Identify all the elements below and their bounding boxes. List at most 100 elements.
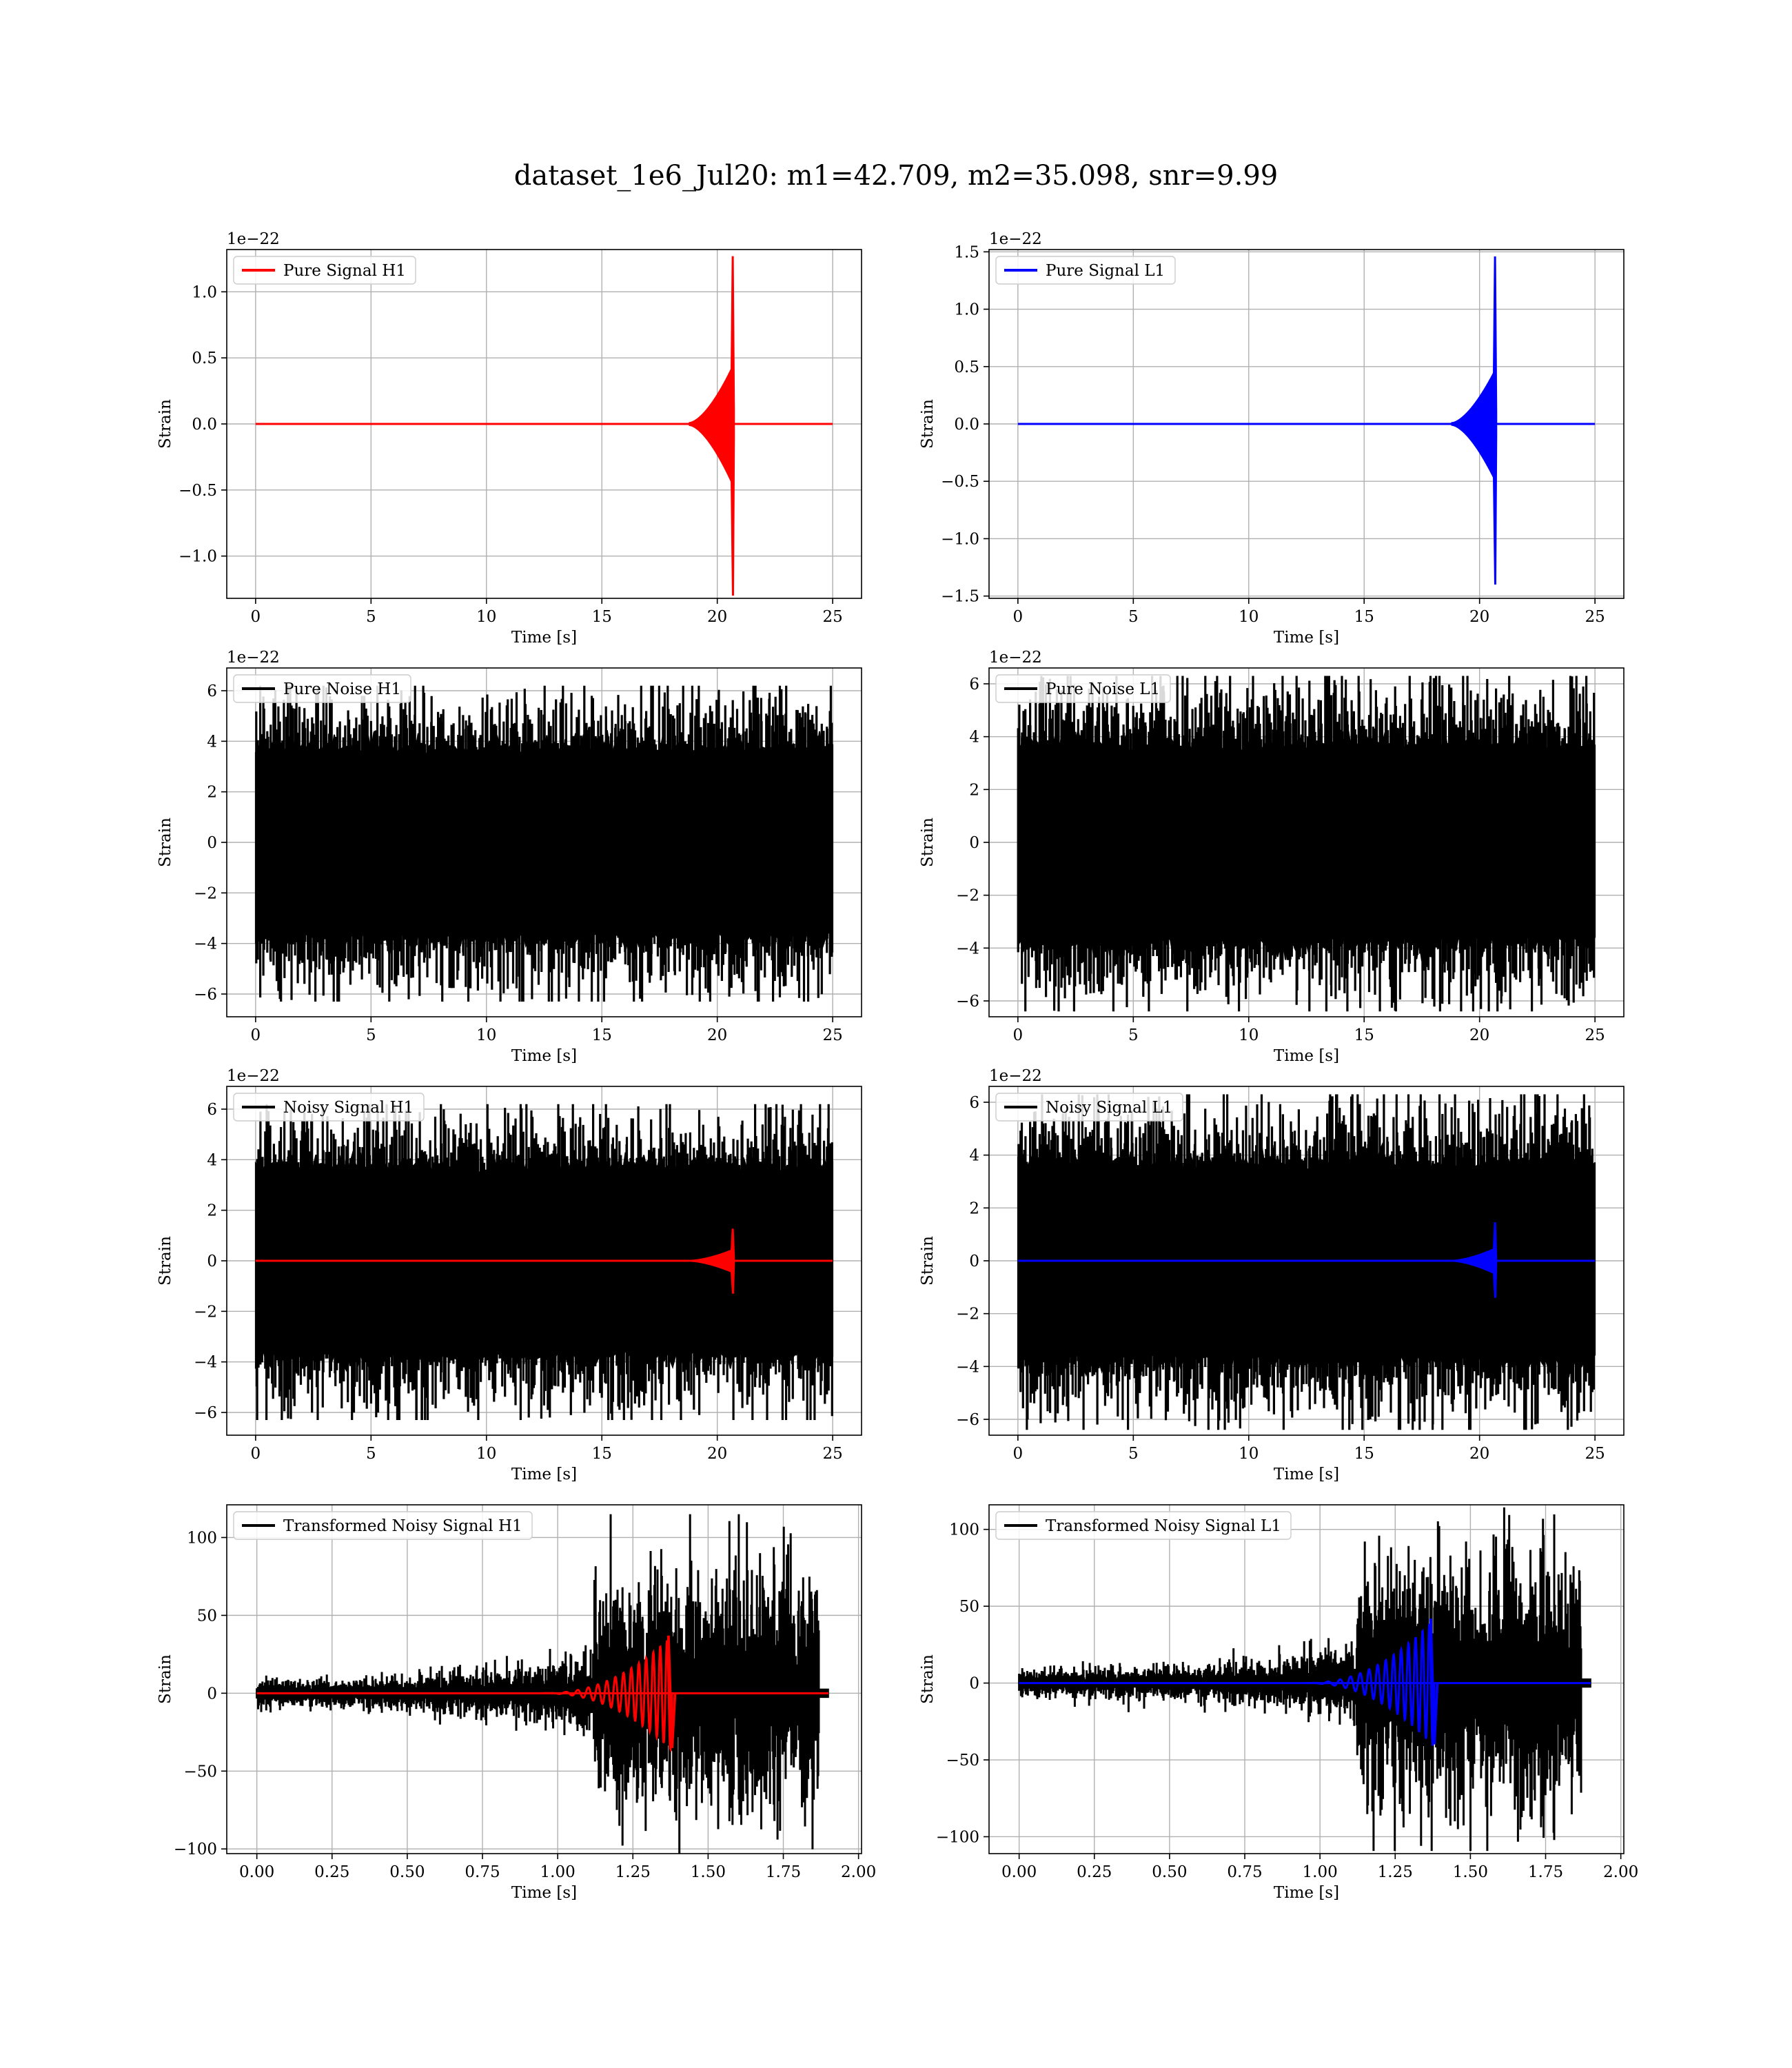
pure-signal-h1-xtick-label-3: 15 [592, 608, 612, 626]
pure-noise-h1-panel: 0 5 10 15 20 25 −6 −4 −2 0 2 4 6 Time [s] Strain 1e−22P… [156, 649, 862, 1065]
noisy-signal-h1-legend-box [233, 1093, 425, 1122]
pure-noise-l1-xtick-label-5: 25 [1585, 1026, 1605, 1044]
noisy-signal-l1-ytick-label-3: 0 [969, 1253, 979, 1270]
noisy-signal-l1-ytick-label-4: 2 [969, 1199, 979, 1217]
pure-noise-l1-offset-text: 1e−22 [989, 649, 1042, 667]
transformed-noisy-signal-h1-xtick-label-4: 1.00 [540, 1863, 576, 1881]
noisy-signal-h1-legend: Noisy Signal H1 [233, 1093, 425, 1122]
pure-signal-h1-ytick-label-3: 0.5 [192, 349, 217, 367]
pure-signal-l1-series-0-merger-peak [1492, 256, 1498, 585]
pure-noise-h1-ytick-label-2: −2 [194, 884, 217, 902]
pure-noise-l1-legend-box [995, 674, 1171, 703]
pure-signal-h1-legend-box [233, 256, 416, 285]
pure-signal-h1-xtick-label-0: 0 [251, 608, 261, 626]
pure-noise-l1-ytick-label-0: −6 [956, 993, 979, 1011]
pure-noise-l1-ytick-label-1: −4 [956, 940, 979, 957]
transformed-noisy-signal-l1-xtick-label-1: 0.25 [1077, 1863, 1112, 1881]
pure-signal-l1-ytick-label-2: −0.5 [941, 473, 979, 491]
pure-signal-h1-ytick-label-4: 1.0 [192, 283, 217, 301]
transformed-noisy-signal-h1-ytick-label-0: −100 [174, 1841, 217, 1858]
transformed-noisy-signal-h1-series-0-whitened-noise [256, 1514, 829, 1854]
noisy-signal-l1-plot-area [1017, 1094, 1596, 1430]
noisy-signal-h1-xlabel: Time [s] [511, 1466, 577, 1483]
pure-noise-h1-xtick-label-4: 20 [707, 1026, 727, 1044]
noisy-signal-l1-legend-box [995, 1093, 1183, 1122]
transformed-noisy-signal-l1-legend-box [995, 1511, 1292, 1540]
transformed-noisy-signal-l1-xtick-label-0: 0.00 [1001, 1863, 1037, 1881]
transformed-noisy-signal-l1-xtick-label-5: 1.25 [1378, 1863, 1413, 1881]
transformed-noisy-signal-l1-series-1-whitened-peak [1429, 1618, 1439, 1745]
transformed-noisy-signal-h1-xtick-label-1: 0.25 [314, 1863, 349, 1881]
noisy-signal-l1-legend-label: Noisy Signal L1 [1046, 1099, 1172, 1117]
pure-noise-l1-xtick-label-1: 5 [1128, 1026, 1139, 1044]
pure-noise-l1-xtick-label-2: 10 [1239, 1026, 1259, 1044]
transformed-noisy-signal-h1-xtick-label-5: 1.25 [615, 1863, 651, 1881]
transformed-noisy-signal-l1-frame [988, 1504, 1625, 1854]
transformed-noisy-signal-l1-ytick-label-2: 0 [969, 1675, 979, 1693]
pure-noise-h1-ylabel: Strain [156, 818, 174, 867]
transformed-noisy-signal-h1-frame [226, 1504, 862, 1854]
transformed-noisy-signal-h1-xtick-label-3: 0.75 [465, 1863, 500, 1881]
pure-signal-l1-xtick-label-4: 20 [1469, 608, 1489, 626]
pure-signal-l1-ytick-label-1: −1.0 [941, 530, 979, 548]
pure-signal-h1-ytick-label-1: −0.5 [179, 482, 217, 500]
noisy-signal-h1-xtick-label-4: 20 [707, 1445, 727, 1463]
pure-noise-h1-ytick-label-3: 0 [207, 834, 217, 852]
transformed-noisy-signal-l1-panel: 0.00 0.25 0.50 0.75 1.00 1.25 1.50 1.75 2.00 −100… [919, 1504, 1638, 1902]
pure-signal-l1-panel: 0 5 10 15 20 25 −1.5 −1.0 −0.5 0.0 0.5 1.0 1.5 Time [… [919, 230, 1625, 647]
pure-noise-l1-ytick-label-5: 4 [969, 729, 979, 747]
pure-noise-l1-legend: Pure Noise L1 [995, 674, 1171, 703]
pure-signal-l1-ytick-label-0: −1.5 [941, 588, 979, 606]
pure-signal-l1-ytick-label-5: 1.0 [954, 301, 979, 319]
transformed-noisy-signal-l1-xtick-label-2: 0.50 [1152, 1863, 1187, 1881]
transformed-noisy-signal-h1-xtick-label-7: 1.75 [766, 1863, 801, 1881]
noisy-signal-h1-xtick-label-0: 0 [251, 1445, 261, 1463]
pure-signal-h1-legend-label: Pure Signal H1 [283, 262, 406, 280]
pure-signal-h1-ytick-label-0: −1.0 [179, 548, 217, 566]
pure-signal-h1-xtick-label-5: 25 [822, 608, 842, 626]
pure-noise-l1-xtick-label-0: 0 [1013, 1026, 1024, 1044]
pure-signal-l1-ytick-label-6: 1.5 [954, 243, 979, 261]
noisy-signal-h1-xtick-label-2: 10 [476, 1445, 496, 1463]
noisy-signal-l1-series-0-noise-spikes [1017, 1094, 1596, 1430]
pure-signal-h1-series-0-envelope [689, 367, 733, 484]
pure-noise-l1-ytick-label-4: 2 [969, 781, 979, 799]
pure-signal-h1-plot-area [255, 256, 833, 596]
pure-signal-l1-xtick-label-5: 25 [1585, 608, 1605, 626]
transformed-noisy-signal-l1-ytick-label-4: 100 [949, 1521, 979, 1539]
pure-signal-l1-xtick-label-1: 5 [1128, 608, 1139, 626]
transformed-noisy-signal-h1-ytick-label-4: 100 [187, 1529, 217, 1547]
pure-noise-h1-ytick-label-5: 4 [207, 733, 217, 751]
noisy-signal-l1-ytick-label-5: 4 [969, 1147, 979, 1165]
transformed-noisy-signal-h1-xtick-label-8: 2.00 [841, 1863, 876, 1881]
pure-signal-l1-ytick-label-3: 0.0 [954, 416, 979, 434]
noisy-signal-h1-ytick-label-2: −2 [194, 1303, 217, 1321]
transformed-noisy-signal-l1-series-0-whitened-noise [1018, 1507, 1591, 1852]
noisy-signal-l1-ylabel: Strain [919, 1236, 937, 1286]
pure-noise-h1-legend: Pure Noise H1 [233, 674, 411, 703]
noisy-signal-h1-ytick-label-6: 6 [207, 1101, 217, 1119]
pure-noise-h1-ytick-label-4: 2 [207, 784, 217, 802]
noisy-signal-h1-plot-area [254, 1104, 834, 1420]
transformed-noisy-signal-l1-ylabel: Strain [919, 1654, 937, 1704]
pure-noise-l1-panel: 0 5 10 15 20 25 −6 −4 −2 0 2 4 6 Time [s] Strain 1e−22P… [919, 649, 1625, 1065]
noisy-signal-l1-xtick-label-3: 15 [1354, 1445, 1374, 1463]
transformed-noisy-signal-l1-legend-label: Transformed Noisy Signal L1 [1046, 1517, 1281, 1535]
pure-noise-l1-xtick-label-3: 15 [1354, 1026, 1374, 1044]
noisy-signal-h1-ytick-label-0: −6 [194, 1404, 217, 1422]
pure-noise-h1-legend-label: Pure Noise H1 [283, 680, 401, 698]
transformed-noisy-signal-h1-ylabel: Strain [156, 1654, 174, 1704]
pure-signal-h1-offset-text: 1e−22 [227, 230, 280, 248]
noisy-signal-l1-offset-text: 1e−22 [989, 1067, 1042, 1085]
transformed-noisy-signal-h1-xtick-label-6: 1.50 [691, 1863, 726, 1881]
transformed-noisy-signal-h1-ytick-label-1: −50 [183, 1763, 217, 1781]
pure-signal-l1-series-0-envelope [1451, 370, 1496, 480]
noisy-signal-h1-legend-label: Noisy Signal H1 [283, 1099, 414, 1117]
noisy-signal-l1-xtick-label-4: 20 [1469, 1445, 1489, 1463]
noisy-signal-l1-ytick-label-6: 6 [969, 1094, 979, 1112]
pure-signal-h1-ytick-label-2: 0.0 [192, 416, 217, 434]
transformed-noisy-signal-h1-ytick-label-3: 50 [197, 1607, 217, 1625]
transformed-noisy-signal-h1-series-1-whitened-peak [666, 1635, 677, 1748]
transformed-noisy-signal-h1-legend-box [233, 1511, 533, 1540]
